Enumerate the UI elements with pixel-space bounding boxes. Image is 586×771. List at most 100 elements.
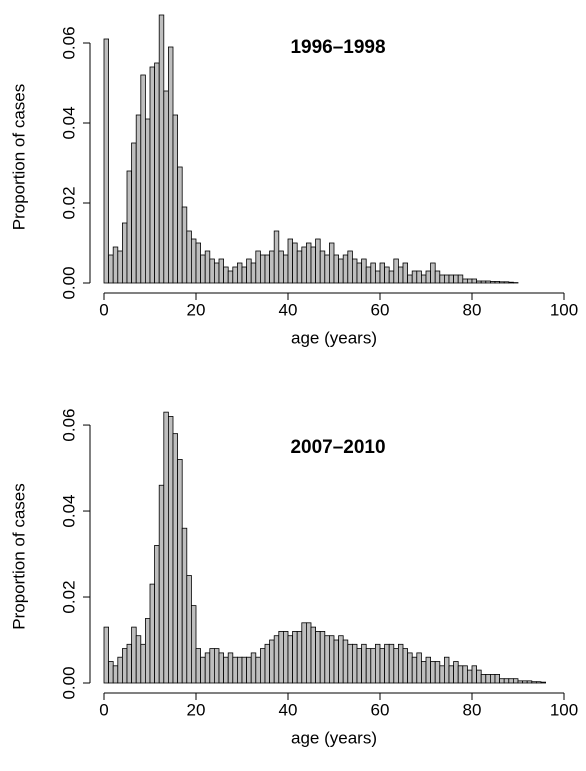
bar <box>287 238 293 284</box>
bar <box>223 266 229 284</box>
bar <box>213 648 220 684</box>
bar <box>453 274 459 284</box>
bar <box>480 674 487 684</box>
bar <box>135 635 142 684</box>
bar <box>218 652 224 684</box>
bar <box>190 605 197 684</box>
bar <box>361 258 367 284</box>
bar <box>526 680 533 684</box>
bar <box>167 416 174 684</box>
bar <box>384 643 390 684</box>
bar <box>292 631 298 684</box>
bar <box>181 206 188 284</box>
bar <box>503 678 510 684</box>
bar <box>448 274 454 284</box>
bar <box>259 648 266 684</box>
bar <box>246 656 252 684</box>
bar <box>499 678 505 684</box>
bar <box>209 258 215 284</box>
bar <box>411 656 418 684</box>
bar <box>144 618 151 684</box>
bar <box>255 250 261 284</box>
bar <box>462 278 468 284</box>
bar <box>250 262 257 284</box>
bar <box>112 665 119 684</box>
y-tick-label: 0.06 <box>59 26 78 59</box>
bar <box>393 648 399 684</box>
bar <box>347 643 353 684</box>
bar <box>328 635 335 684</box>
bar <box>227 270 234 284</box>
bar <box>489 280 496 284</box>
bar <box>264 643 270 684</box>
bar <box>195 648 201 684</box>
bar <box>282 631 289 684</box>
bar <box>301 622 307 684</box>
bar <box>351 258 358 284</box>
bar <box>126 643 132 684</box>
bar <box>232 266 238 284</box>
x-axis-label: age (years) <box>291 728 377 747</box>
bar <box>154 62 160 284</box>
x-tick-label: 80 <box>463 700 482 719</box>
bar <box>434 661 441 684</box>
bar <box>338 258 344 284</box>
bar <box>499 281 505 284</box>
bar <box>333 254 339 284</box>
bar <box>131 142 137 284</box>
bar <box>310 626 316 684</box>
bar <box>108 254 114 284</box>
bar <box>255 656 261 684</box>
bar <box>126 170 132 284</box>
bar <box>158 14 165 284</box>
bar <box>177 166 183 284</box>
bar <box>476 280 482 284</box>
bar <box>278 631 284 684</box>
bar <box>204 652 211 684</box>
bar <box>503 281 510 284</box>
bar <box>384 266 390 284</box>
bar <box>236 656 243 684</box>
x-axis-label: age (years) <box>291 328 377 347</box>
bar <box>190 238 197 284</box>
x-tick-label: 20 <box>187 700 206 719</box>
y-axis-label: Proportion of cases <box>9 84 28 230</box>
bar <box>122 222 128 284</box>
bar <box>379 262 385 284</box>
x-tick-label: 0 <box>99 300 108 319</box>
x-tick-label: 60 <box>371 700 390 719</box>
bar <box>430 661 436 684</box>
bar <box>227 652 234 684</box>
bar <box>531 681 537 684</box>
bar <box>388 643 395 684</box>
y-tick-label: 0.00 <box>59 266 78 299</box>
bar <box>163 411 169 684</box>
bar <box>342 639 349 684</box>
bar <box>305 622 312 684</box>
bar <box>172 114 178 284</box>
bar <box>439 274 445 284</box>
bar <box>195 242 201 284</box>
bar <box>356 262 362 284</box>
bar <box>374 643 381 684</box>
bar <box>494 280 500 284</box>
x-tick-label: 100 <box>550 700 578 719</box>
x-tick-label: 40 <box>279 700 298 719</box>
bar <box>149 583 155 684</box>
bar <box>508 678 514 684</box>
bar <box>388 270 395 284</box>
bar <box>186 575 192 684</box>
bar <box>466 669 473 684</box>
bar <box>411 270 418 284</box>
bar <box>264 254 270 284</box>
x-tick-label: 80 <box>463 300 482 319</box>
bar <box>397 266 404 284</box>
bar <box>476 669 482 684</box>
bar <box>324 254 330 284</box>
bar <box>163 90 169 284</box>
y-tick-label: 0.04 <box>59 494 78 527</box>
bar <box>540 681 546 684</box>
bar <box>319 631 326 684</box>
bar <box>402 262 408 284</box>
y-tick-label: 0.02 <box>59 186 78 219</box>
